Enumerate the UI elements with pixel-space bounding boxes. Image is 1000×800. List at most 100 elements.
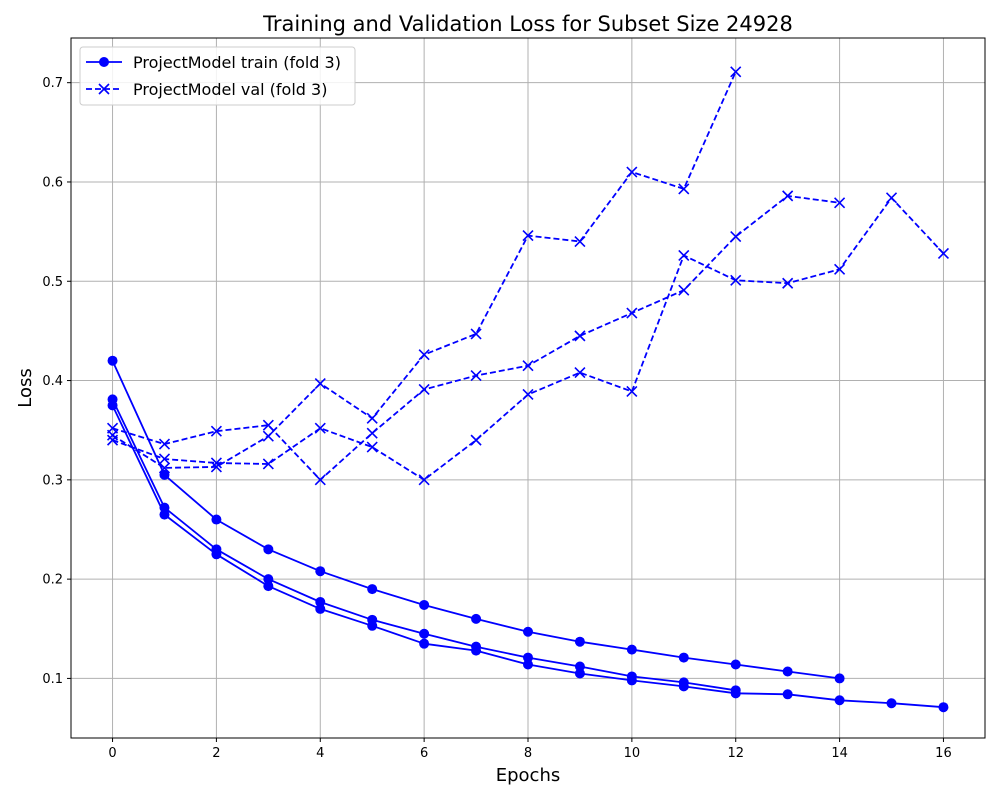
- val-point: [834, 263, 846, 275]
- train-point: [367, 584, 378, 595]
- val-point: [314, 474, 326, 486]
- x-tick-label: 6: [420, 746, 428, 761]
- val-point: [470, 328, 482, 340]
- val-point: [470, 434, 482, 446]
- train-point: [574, 636, 585, 647]
- train-point: [730, 659, 741, 670]
- val-point: [366, 441, 378, 453]
- val-point: [885, 192, 898, 204]
- val-point: [730, 231, 742, 243]
- val-point: [522, 230, 534, 242]
- legend-train-label: ProjectModel train (fold 3): [133, 53, 341, 72]
- train-point: [678, 652, 689, 663]
- train-point: [471, 613, 482, 624]
- val-point: [470, 370, 482, 382]
- val-point: [106, 422, 119, 434]
- x-tick-label: 10: [624, 746, 641, 761]
- train-point: [159, 469, 170, 480]
- x-axis-label: Epochs: [496, 765, 561, 786]
- val-point: [106, 434, 119, 446]
- train-point: [834, 695, 845, 706]
- val-point: [678, 183, 690, 195]
- val-point: [626, 385, 638, 398]
- train-point: [211, 549, 222, 560]
- val-point: [418, 349, 430, 361]
- train-point: [782, 689, 793, 700]
- train-line-1: [111, 360, 840, 680]
- legend-val-label: ProjectModel val (fold 3): [133, 80, 327, 99]
- train-point: [107, 355, 118, 366]
- val-point: [937, 247, 950, 260]
- val-point: [418, 383, 430, 396]
- y-tick-label: 0.3: [42, 473, 63, 488]
- val-point: [158, 462, 171, 474]
- train-point: [574, 668, 585, 679]
- train-point: [315, 596, 326, 607]
- train-point: [315, 566, 326, 577]
- val-point: [262, 458, 274, 470]
- train-point: [419, 628, 430, 639]
- train-point: [886, 698, 897, 709]
- val-point: [366, 412, 378, 424]
- val-point: [262, 430, 274, 442]
- val-point: [574, 235, 586, 248]
- train-point: [938, 702, 949, 713]
- train-point: [471, 645, 482, 656]
- train-point: [263, 574, 274, 585]
- val-point: [626, 166, 638, 178]
- val-point: [314, 422, 326, 434]
- legend-train-marker: [99, 57, 109, 67]
- y-tick-label: 0.2: [42, 573, 63, 588]
- y-tick-label: 0.4: [42, 374, 63, 389]
- train-point: [263, 581, 274, 592]
- x-tick-label: 0: [108, 746, 116, 761]
- train-point: [523, 652, 533, 663]
- train-point: [834, 673, 845, 684]
- y-tick-label: 0.5: [42, 275, 63, 290]
- val-point: [626, 307, 638, 319]
- train-point: [574, 661, 585, 672]
- x-tick-label: 2: [212, 746, 220, 761]
- x-tick-label: 14: [831, 746, 848, 761]
- val-point: [158, 453, 171, 465]
- legend: ProjectModel train (fold 3) ProjectModel…: [79, 46, 356, 106]
- val-point: [574, 367, 586, 379]
- train-point: [626, 675, 637, 686]
- val-point: [678, 249, 690, 262]
- train-point: [419, 638, 430, 649]
- train-point: [782, 666, 793, 677]
- legend-box: [79, 46, 356, 106]
- val-point: [210, 457, 222, 469]
- val-point: [782, 190, 794, 202]
- grid: [71, 38, 985, 738]
- train-point: [523, 626, 533, 637]
- train-point: [263, 544, 274, 555]
- val-point: [262, 419, 274, 431]
- val-point: [678, 284, 690, 296]
- val-point: [522, 388, 534, 401]
- val-point: [834, 197, 846, 209]
- legend-val-marker: [98, 83, 110, 95]
- y-tick-label: 0.6: [42, 175, 63, 190]
- train-point: [626, 644, 637, 655]
- val-line-5: [112, 194, 840, 481]
- val-point: [210, 425, 222, 437]
- train-point: [315, 603, 326, 614]
- train-point: [678, 681, 689, 692]
- train-point: [107, 400, 118, 411]
- axis-ticks: 0 2 4 6 8 10 12 14 16 0.1 0.2 0.3 0.4 0.5 0.6 0.7: [42, 76, 951, 761]
- val-point: [158, 438, 171, 450]
- y-axis-label: Loss: [15, 368, 36, 407]
- val-point: [730, 274, 742, 286]
- val-point: [366, 427, 378, 439]
- train-point: [367, 620, 378, 631]
- val-point: [730, 66, 742, 78]
- series-layer: [106, 66, 950, 713]
- x-tick-label: 12: [727, 746, 744, 761]
- y-tick-label: 0.7: [42, 76, 63, 91]
- chart-title: Training and Validation Loss for Subset …: [262, 12, 793, 36]
- val-point: [522, 360, 534, 372]
- val-point: [314, 377, 326, 390]
- y-tick-label: 0.1: [42, 672, 63, 687]
